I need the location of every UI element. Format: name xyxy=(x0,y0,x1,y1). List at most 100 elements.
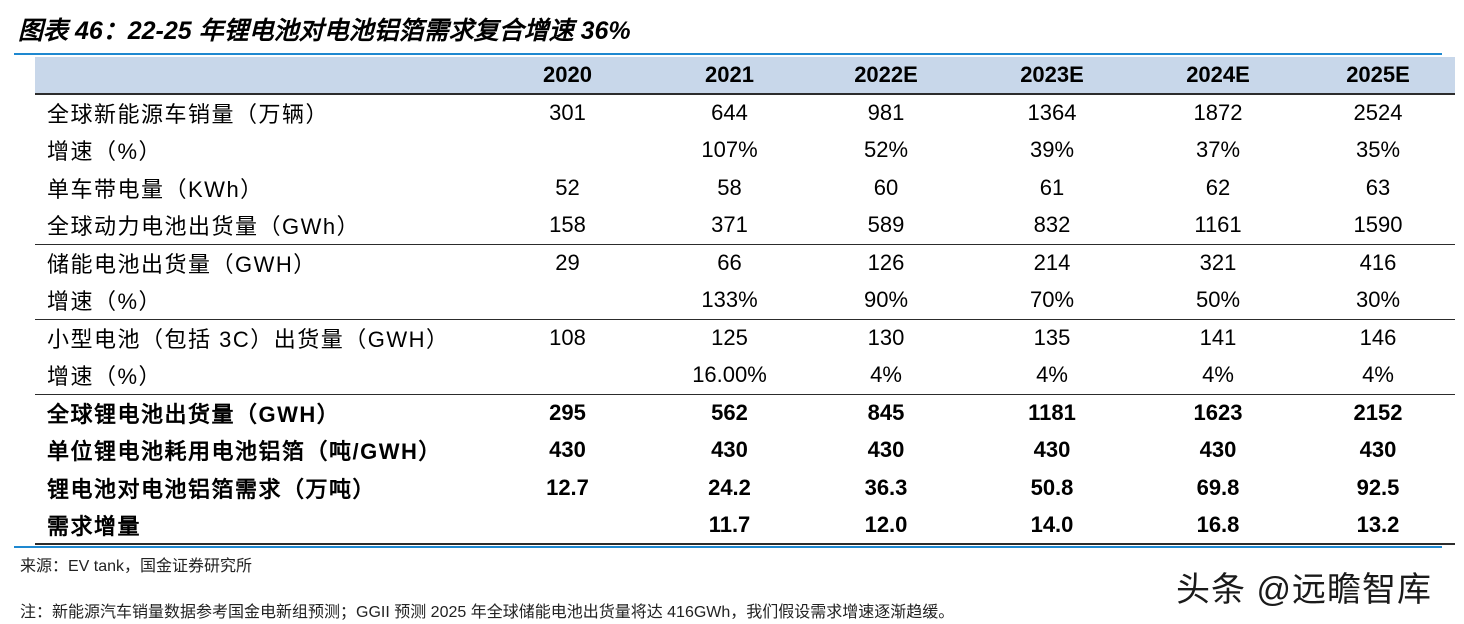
table-cell xyxy=(479,132,656,170)
table-cell: 832 xyxy=(1033,212,1071,237)
table-cell: 2152 xyxy=(1301,393,1455,432)
row-label: 锂电池对电池铝箔需求（万吨） xyxy=(47,476,377,502)
table-cell: 29 xyxy=(479,243,656,282)
table-cell: 14.0 xyxy=(969,506,1135,545)
table-row: 锂电池对电池铝箔需求（万吨） 12.7 24.2 36.3 50.8 69.8 … xyxy=(35,469,1455,507)
table-cell: 158 xyxy=(549,212,586,237)
table-cell: 644 xyxy=(711,100,748,126)
title-divider xyxy=(14,53,1442,55)
row-label: 全球锂电池出货量（GWH） xyxy=(35,393,479,432)
table-cell: 90% xyxy=(863,287,909,312)
table-cell: 11.7 xyxy=(656,506,803,545)
table-cell xyxy=(479,357,656,395)
row-label: 单位锂电池耗用电池铝箔（吨/GWH） xyxy=(47,439,442,465)
table-cell xyxy=(479,282,656,320)
table-cell: 35% xyxy=(1355,137,1401,163)
table-cell: 562 xyxy=(656,393,803,432)
table-cell: 1181 xyxy=(969,393,1135,432)
table-cell: 52% xyxy=(863,137,909,163)
table-cell: 61 xyxy=(1039,174,1065,200)
table-cell: 430 xyxy=(867,437,905,463)
figure-title: 图表 46：22-25 年锂电池对电池铝箔需求复合增速 36% xyxy=(18,17,631,45)
header-cell-2022e: 2022E xyxy=(803,57,969,95)
table-cell: 430 xyxy=(711,437,748,463)
table-cell: 430 xyxy=(1033,437,1071,463)
table-cell: 52 xyxy=(555,174,580,200)
table-cell: 92.5 xyxy=(1356,474,1400,500)
data-table: 2020 2021 2022E 2023E 2024E 2025E 全球新能源车… xyxy=(35,57,1455,545)
table-cell: 321 xyxy=(1135,243,1301,282)
table-cell: 36.3 xyxy=(864,474,908,500)
row-label: 全球动力电池出货量（GWh） xyxy=(47,214,361,239)
table-cell: 301 xyxy=(549,100,586,126)
source-note: 来源：EV tank，国金证券研究所 xyxy=(20,558,253,575)
table-row: 储能电池出货量（GWH） 29 66 126 214 321 416 xyxy=(35,243,1455,282)
table-cell: 12.0 xyxy=(803,506,969,545)
table-cell: 430 xyxy=(1199,437,1237,463)
row-label: 全球新能源车销量（万辆） xyxy=(47,102,330,128)
table-cell: 13.2 xyxy=(1301,506,1455,545)
table-cell: 1364 xyxy=(1027,100,1077,126)
header-cell-2024e: 2024E xyxy=(1135,57,1301,95)
table-cell: 589 xyxy=(867,212,905,237)
table-cell: 214 xyxy=(969,243,1135,282)
table-cell: 126 xyxy=(803,243,969,282)
table-cell: 16.8 xyxy=(1135,506,1301,545)
header-cell-label xyxy=(35,57,479,95)
table-cell: 50.8 xyxy=(1030,474,1074,500)
row-label: 增速（%） xyxy=(47,364,163,389)
row-label: 增速（%） xyxy=(47,289,163,314)
table-cell: 2524 xyxy=(1353,100,1403,126)
table-row: 增速（%） 107% 52% 39% 37% 35% xyxy=(35,132,1455,170)
table-cell: 63 xyxy=(1365,174,1391,200)
table-cell: 66 xyxy=(656,243,803,282)
table-cell: 58 xyxy=(717,174,742,200)
table-row: 小型电池（包括 3C）出货量（GWH） 108 125 130 135 141 … xyxy=(35,318,1455,357)
table-cell: 4% xyxy=(1036,362,1068,387)
table-cell: 24.2 xyxy=(708,474,751,500)
table-cell: 845 xyxy=(803,393,969,432)
table-cell: 62 xyxy=(1205,174,1231,200)
table-cell: 30% xyxy=(1355,287,1401,312)
row-label: 储能电池出货量（GWH） xyxy=(35,243,479,282)
table-cell: 125 xyxy=(656,318,803,357)
table-cell: 130 xyxy=(803,318,969,357)
table-header-row: 2020 2021 2022E 2023E 2024E 2025E xyxy=(35,57,1455,95)
table-cell: 60 xyxy=(873,174,899,200)
table-cell: 1590 xyxy=(1353,212,1403,237)
table-row: 全球新能源车销量（万辆） 301 644 981 1364 1872 2524 xyxy=(35,94,1455,132)
table-row: 需求增量 11.7 12.0 14.0 16.8 13.2 xyxy=(35,506,1455,545)
table-row: 全球锂电池出货量（GWH） 295 562 845 1181 1623 2152 xyxy=(35,393,1455,432)
table-cell: 1161 xyxy=(1194,212,1242,237)
table-cell: 4% xyxy=(1202,362,1234,387)
table-cell: 416 xyxy=(1301,243,1455,282)
table-cell: 4% xyxy=(870,362,902,387)
row-label: 增速（%） xyxy=(47,139,163,165)
table-row: 单车带电量（KWh） 52 58 60 61 62 63 xyxy=(35,169,1455,207)
table-cell xyxy=(479,506,656,545)
table-cell: 50% xyxy=(1195,287,1241,312)
table-cell: 430 xyxy=(549,437,586,463)
table-cell: 133% xyxy=(701,287,758,312)
bottom-divider xyxy=(14,546,1442,548)
table-cell: 1623 xyxy=(1135,393,1301,432)
table-cell: 69.8 xyxy=(1196,474,1240,500)
table-cell: 430 xyxy=(1359,437,1397,463)
table-cell: 1872 xyxy=(1193,100,1243,126)
table-cell: 70% xyxy=(1029,287,1075,312)
table-row: 单位锂电池耗用电池铝箔（吨/GWH） 430 430 430 430 430 4… xyxy=(35,432,1455,470)
header-cell-2021: 2021 xyxy=(656,57,803,95)
footnote: 注：新能源汽车销量数据参考国金电新组预测；GGII 预测 2025 年全球储能电… xyxy=(20,604,955,621)
table-cell: 37% xyxy=(1195,137,1241,163)
table-row: 增速（%） 133% 90% 70% 50% 30% xyxy=(35,282,1455,320)
header-cell-2025e: 2025E xyxy=(1301,57,1455,95)
header-cell-2020: 2020 xyxy=(479,57,656,95)
row-label: 单车带电量（KWh） xyxy=(47,176,264,202)
table-cell: 4% xyxy=(1362,362,1394,387)
table-cell: 135 xyxy=(969,318,1135,357)
table-cell: 107% xyxy=(701,137,758,163)
table-cell: 39% xyxy=(1029,137,1075,163)
table-row: 全球动力电池出货量（GWh） 158 371 589 832 1161 1590 xyxy=(35,207,1455,245)
table-cell: 295 xyxy=(479,393,656,432)
header-cell-2023e: 2023E xyxy=(969,57,1135,95)
